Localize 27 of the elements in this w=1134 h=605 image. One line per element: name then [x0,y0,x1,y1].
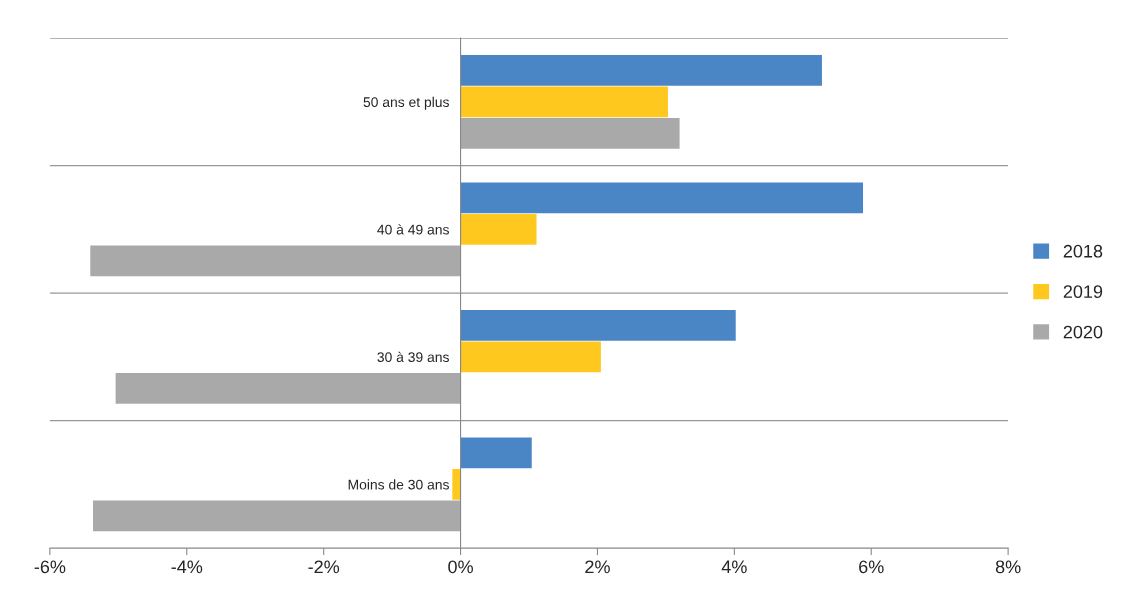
legend-label: 2019 [1063,285,1103,299]
x-tick-label: 0% [448,560,473,574]
x-tick-label: 8% [995,560,1021,574]
bar [460,341,601,373]
x-tick-label: 4% [721,560,747,574]
bar [93,500,461,532]
bar [115,372,461,404]
x-tick-label: 2% [585,560,610,574]
bar [460,55,822,86]
x-tick-label: -4% [171,560,203,574]
bar [460,182,864,214]
y-tick-label: 50 ans et plus [363,96,449,110]
x-tick-label: 6% [859,560,884,574]
bar [452,468,461,500]
x-tick-label: -2% [308,560,340,574]
y-tick-label: Moins de 30 ans [348,479,449,490]
x-tick-label: -6% [34,560,66,574]
legend-label: 2018 [1063,244,1103,258]
bar [460,86,668,118]
bar [460,117,680,149]
y-tick-label: 30 à 39 ans [377,351,449,363]
bar [460,437,532,469]
bar [460,213,537,245]
legend-label: 2020 [1063,325,1103,339]
y-tick-label: 40 à 49 ans [377,224,449,235]
bar [90,245,461,277]
bar [460,310,736,341]
